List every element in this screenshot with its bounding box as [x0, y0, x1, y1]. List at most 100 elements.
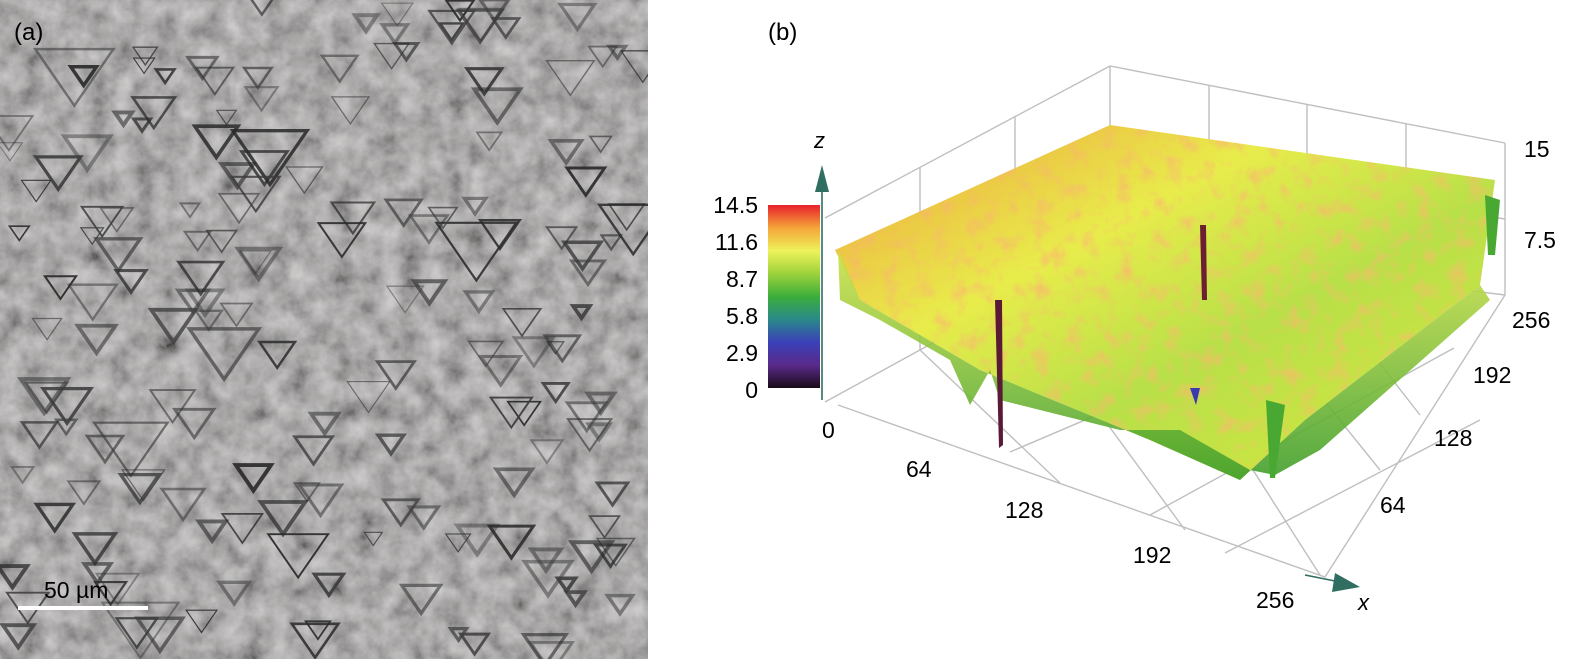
etch-pit — [171, 407, 217, 441]
z-tick-15: 15 — [1524, 136, 1550, 162]
etch-pit — [398, 583, 444, 617]
etch-pit — [71, 532, 119, 567]
etch-pit — [407, 214, 451, 245]
etch-pit — [427, 206, 459, 230]
colorbar-tick-label: 14.5 — [713, 192, 758, 218]
etch-pit — [564, 166, 608, 198]
etch-pit — [303, 620, 332, 641]
etch-pit — [176, 260, 226, 297]
etch-pit — [544, 226, 579, 251]
etch-pit — [592, 543, 628, 569]
etch-pit — [79, 227, 105, 246]
etch-pit — [470, 87, 524, 126]
etch-pit — [99, 207, 135, 233]
etch-pit — [488, 396, 534, 430]
etch-pit — [447, 627, 470, 644]
colorbar-bar — [768, 205, 820, 388]
etch-pit — [39, 387, 95, 427]
etch-pit — [330, 96, 371, 125]
x-tick-128: 128 — [1005, 497, 1043, 523]
etch-pit — [257, 500, 309, 538]
etch-pit — [566, 418, 614, 453]
etch-pit — [594, 481, 631, 508]
etch-pit — [132, 57, 156, 75]
etch-pit — [410, 279, 449, 307]
etch-pit — [545, 60, 596, 97]
etch-pit — [511, 336, 557, 369]
z-axis-label: z — [813, 128, 825, 153]
etch-pit — [0, 142, 24, 162]
colorbar-tick-label: 8.7 — [726, 266, 758, 292]
etch-pit — [583, 391, 618, 417]
etch-pit — [7, 225, 31, 242]
etch-pit — [379, 23, 411, 46]
etch-pit — [266, 533, 330, 580]
etch-pit — [567, 540, 616, 575]
etch-pit — [178, 202, 202, 219]
etch-pit — [0, 564, 31, 591]
etch-pit — [607, 203, 646, 232]
etch-pit — [380, 498, 421, 528]
etch-pit — [619, 50, 648, 84]
etch-pit — [455, 8, 506, 45]
etch-pit — [462, 290, 496, 315]
etch-pit — [219, 302, 254, 328]
etch-pit — [464, 67, 505, 97]
etch-pit — [374, 360, 417, 391]
etch-pit — [316, 222, 368, 259]
etch-pit — [215, 109, 238, 126]
etch-pit — [241, 66, 274, 90]
etch-pit — [174, 288, 212, 316]
etch-pit — [0, 115, 35, 152]
etch-pit — [557, 2, 598, 33]
etch-pit — [16, 377, 72, 417]
etch-pit — [438, 22, 466, 42]
etch-pit — [84, 434, 126, 465]
etch-pit — [100, 601, 181, 659]
etch-pit — [374, 433, 408, 457]
etch-pit — [159, 487, 207, 523]
etch-pit — [351, 13, 381, 35]
x-tick-192: 192 — [1133, 542, 1171, 568]
etch-pit — [194, 66, 236, 96]
etch-pit — [383, 198, 425, 228]
etch-pit — [467, 340, 505, 368]
etch-pit — [148, 389, 197, 425]
etch-pit — [130, 96, 178, 131]
etch-pit — [501, 307, 543, 338]
etch-pit — [604, 593, 636, 617]
etch-pit — [540, 382, 571, 405]
etch-pit — [9, 465, 36, 485]
etch-pit — [520, 633, 570, 659]
etch-pit — [585, 422, 614, 443]
etch-pit — [392, 41, 421, 63]
etch-pit — [554, 576, 579, 595]
etch-pit — [67, 64, 100, 89]
etch-pit — [0, 623, 38, 651]
etch-pit — [568, 259, 608, 288]
x-tick-0: 0 — [822, 417, 835, 443]
etch-pit — [60, 134, 114, 174]
etch-pit — [458, 632, 492, 657]
etch-pit — [80, 562, 115, 587]
etch-pit — [31, 317, 63, 341]
etch-pit — [521, 559, 575, 599]
etch-pit — [131, 46, 159, 67]
etch-pit — [42, 275, 79, 301]
y-tick-256: 256 — [1512, 307, 1550, 333]
etch-pit — [153, 68, 177, 86]
panel-a-label: (a) — [14, 19, 43, 46]
surface — [835, 125, 1500, 480]
colorbar-tick-label: 2.9 — [726, 340, 758, 366]
etch-pit — [461, 196, 489, 217]
etch-pit — [486, 524, 537, 561]
etch-pit — [606, 44, 629, 62]
etch-pit — [406, 505, 442, 531]
etch-pit — [490, 17, 522, 40]
etch-pit — [599, 234, 624, 252]
etch-pits — [0, 0, 648, 659]
y-tick-64: 64 — [1380, 492, 1406, 518]
etch-pit — [560, 240, 605, 272]
etch-pit — [184, 288, 226, 319]
etch-pit — [193, 309, 225, 332]
